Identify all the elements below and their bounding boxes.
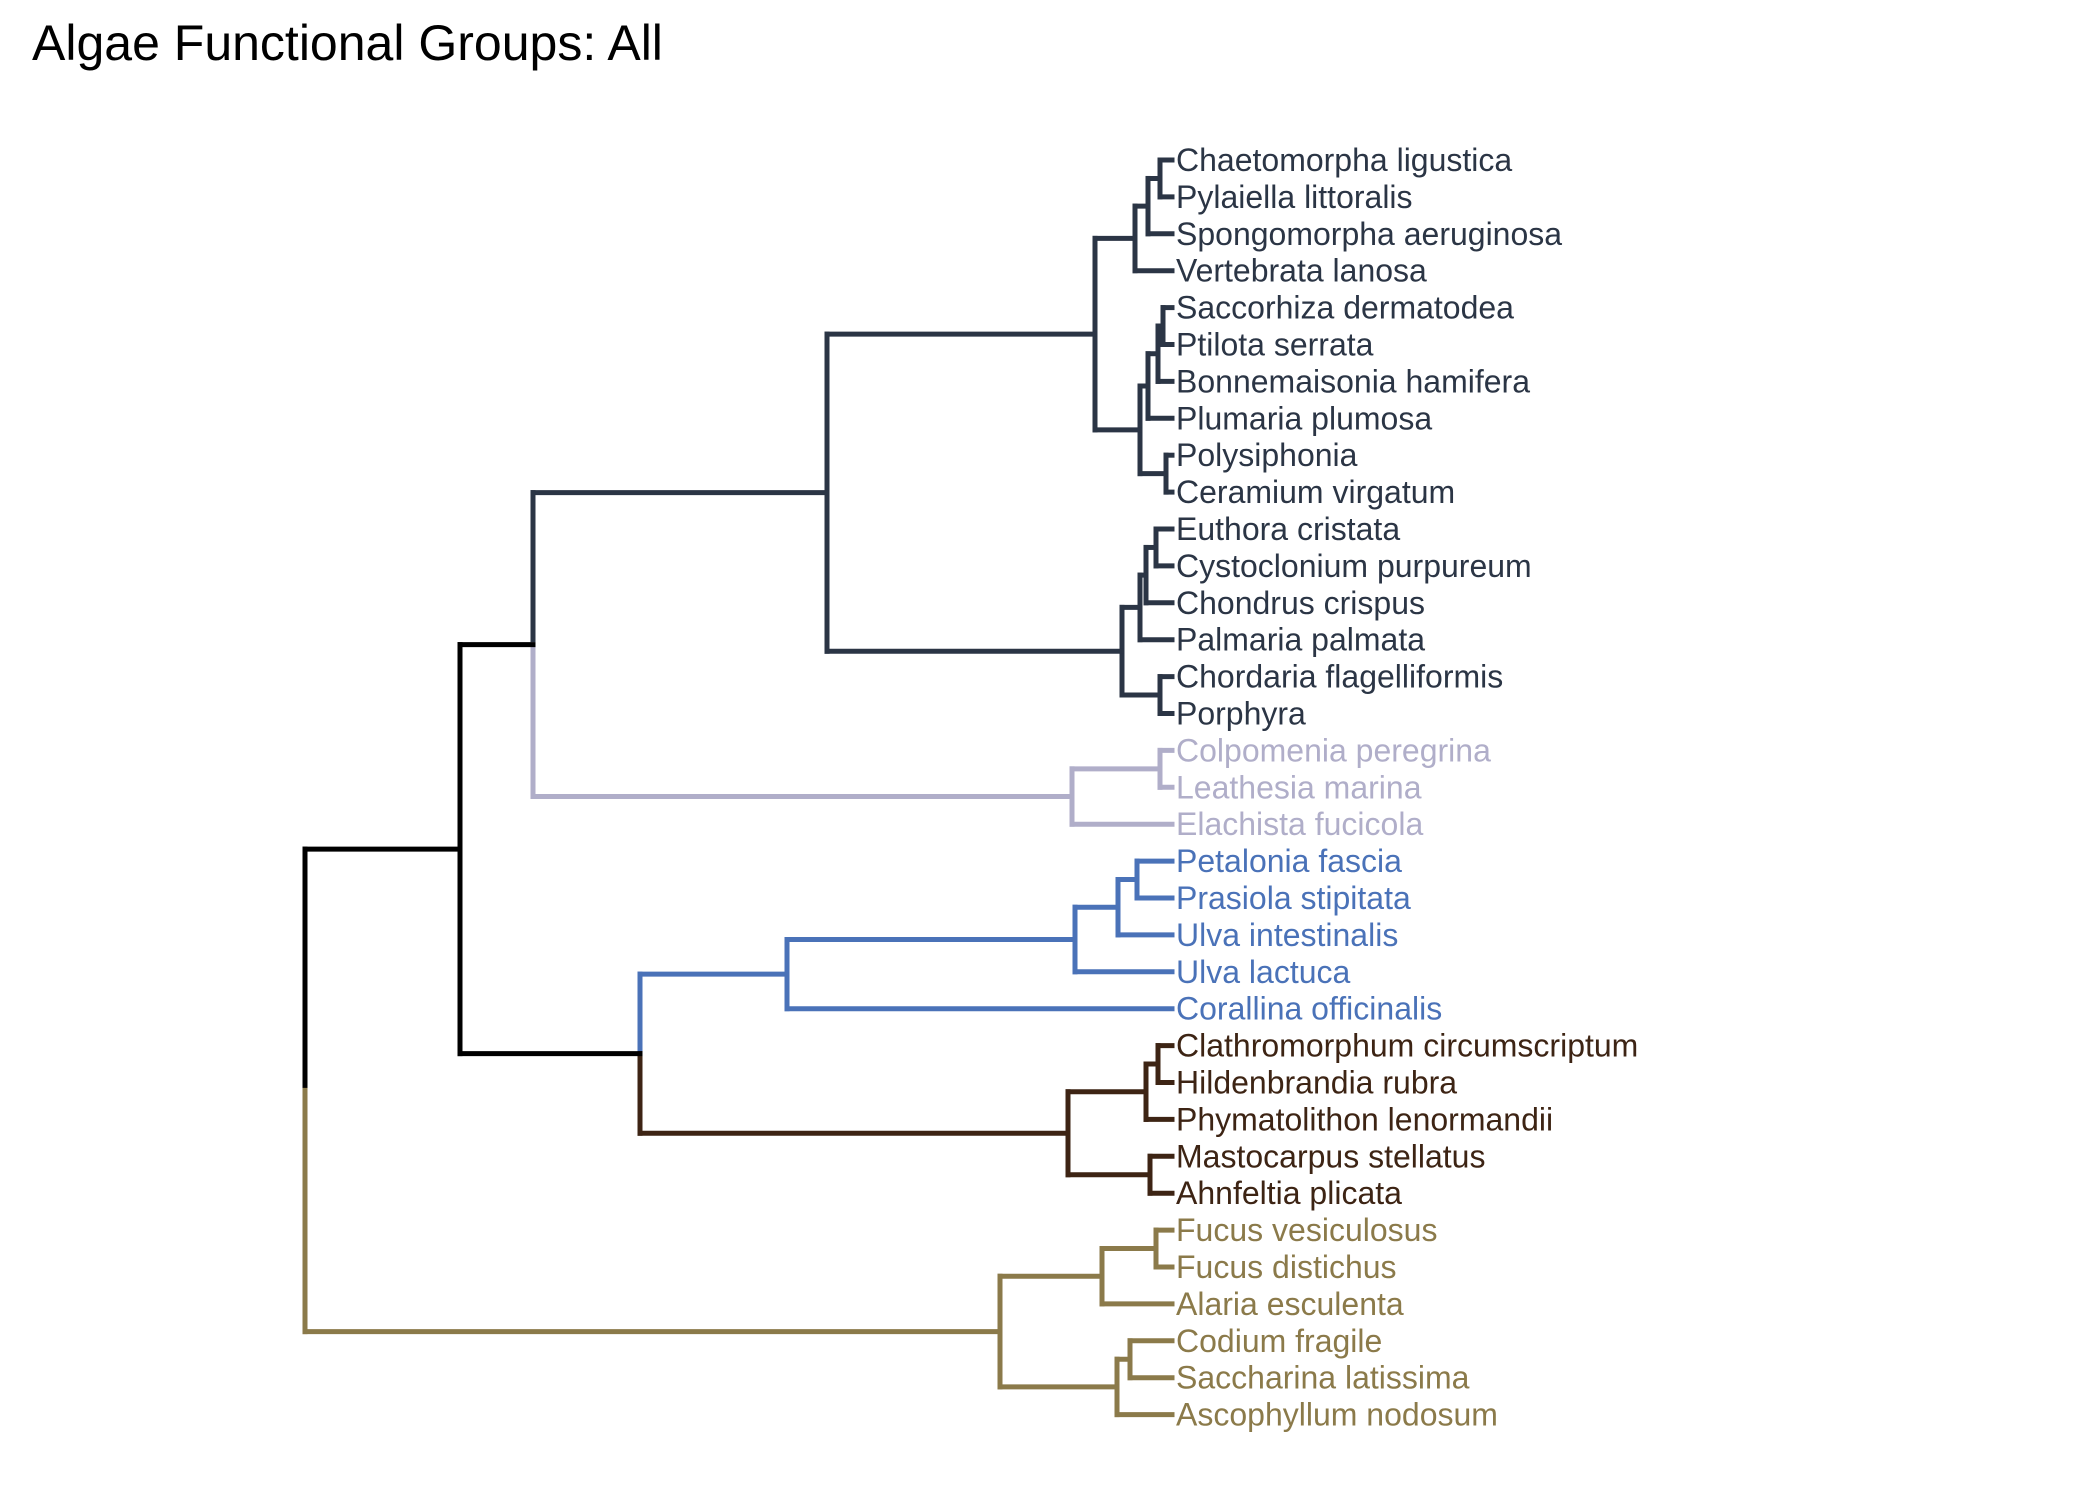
leaf-label: Palmaria palmata bbox=[1176, 622, 1425, 658]
leaf-label: Ptilota serrata bbox=[1176, 327, 1374, 363]
leaf-label: Clathromorphum circumscriptum bbox=[1176, 1028, 1638, 1064]
leaf-label: Vertebrata lanosa bbox=[1176, 253, 1427, 289]
leaf-label: Saccharina latissima bbox=[1176, 1360, 1470, 1396]
leaf-label: Ahnfeltia plicata bbox=[1176, 1175, 1402, 1211]
leaf-label: Phymatolithon lenormandii bbox=[1176, 1101, 1553, 1137]
leaf-label: Ulva lactuca bbox=[1176, 954, 1351, 990]
leaf-label: Saccorhiza dermatodea bbox=[1176, 290, 1514, 326]
leaf-label: Bonnemaisonia hamifera bbox=[1176, 363, 1530, 399]
leaf-label: Mastocarpus stellatus bbox=[1176, 1138, 1485, 1174]
leaf-label: Corallina officinalis bbox=[1176, 991, 1442, 1027]
leaf-label: Pylaiella littoralis bbox=[1176, 179, 1413, 215]
leaf-label: Petalonia fascia bbox=[1176, 843, 1402, 879]
leaf-label: Prasiola stipitata bbox=[1176, 880, 1411, 916]
leaf-label: Euthora cristata bbox=[1176, 511, 1400, 547]
leaf-label: Polysiphonia bbox=[1176, 437, 1358, 473]
leaf-label: Chordaria flagelliformis bbox=[1176, 659, 1503, 695]
leaf-label: Alaria esculenta bbox=[1176, 1286, 1404, 1322]
leaf-label: Fucus distichus bbox=[1176, 1249, 1397, 1285]
leaf-label: Leathesia marina bbox=[1176, 769, 1422, 805]
page-title: Algae Functional Groups: All bbox=[32, 15, 663, 71]
leaf-label: Spongomorpha aeruginosa bbox=[1176, 216, 1562, 252]
leaf-label: Chaetomorpha ligustica bbox=[1176, 142, 1512, 178]
leaf-label: Fucus vesiculosus bbox=[1176, 1212, 1437, 1248]
leaf-label: Ulva intestinalis bbox=[1176, 917, 1398, 953]
leaf-label: Cystoclonium purpureum bbox=[1176, 548, 1532, 584]
leaf-label: Hildenbrandia rubra bbox=[1176, 1065, 1457, 1101]
leaf-label: Elachista fucicola bbox=[1176, 806, 1423, 842]
leaf-label: Porphyra bbox=[1176, 696, 1306, 732]
leaf-label: Codium fragile bbox=[1176, 1323, 1382, 1359]
dendrogram-branches bbox=[302, 157, 1175, 1418]
leaf-label: Ceramium virgatum bbox=[1176, 474, 1455, 510]
leaf-label: Ascophyllum nodosum bbox=[1176, 1397, 1498, 1433]
leaf-label: Plumaria plumosa bbox=[1176, 400, 1432, 436]
leaf-label: Chondrus crispus bbox=[1176, 585, 1425, 621]
leaf-label: Colpomenia peregrina bbox=[1176, 732, 1491, 768]
